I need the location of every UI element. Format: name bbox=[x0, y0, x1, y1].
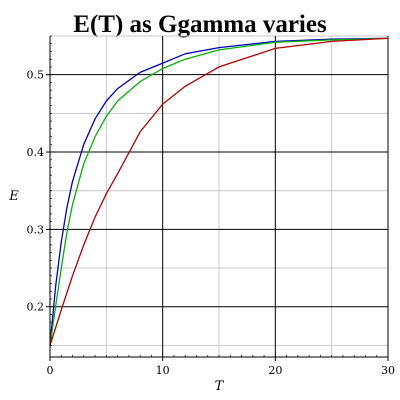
y-tick-label: 0.2 bbox=[27, 301, 45, 314]
series-line-3 bbox=[49, 37, 389, 346]
grid bbox=[50, 35, 389, 357]
ticks: 0 10 20 30 0.2 0.3 0.4 0.5 bbox=[27, 35, 395, 377]
x-axis-label: T bbox=[215, 379, 225, 394]
y-tick-label: 0.3 bbox=[27, 223, 45, 236]
x-tick-label: 30 bbox=[381, 364, 395, 377]
y-axis-label: E bbox=[8, 189, 19, 204]
y-tick-label: 0.5 bbox=[27, 69, 45, 82]
x-tick-label: 20 bbox=[268, 364, 282, 377]
x-tick-label: 0 bbox=[47, 364, 54, 377]
chart-title: E(T) as Ggamma varies bbox=[73, 11, 327, 38]
series-line-2 bbox=[49, 37, 389, 346]
series-group bbox=[49, 37, 389, 346]
x-tick-label: 10 bbox=[156, 364, 170, 377]
series-line-1 bbox=[49, 37, 389, 346]
y-tick-label: 0.4 bbox=[27, 146, 45, 159]
